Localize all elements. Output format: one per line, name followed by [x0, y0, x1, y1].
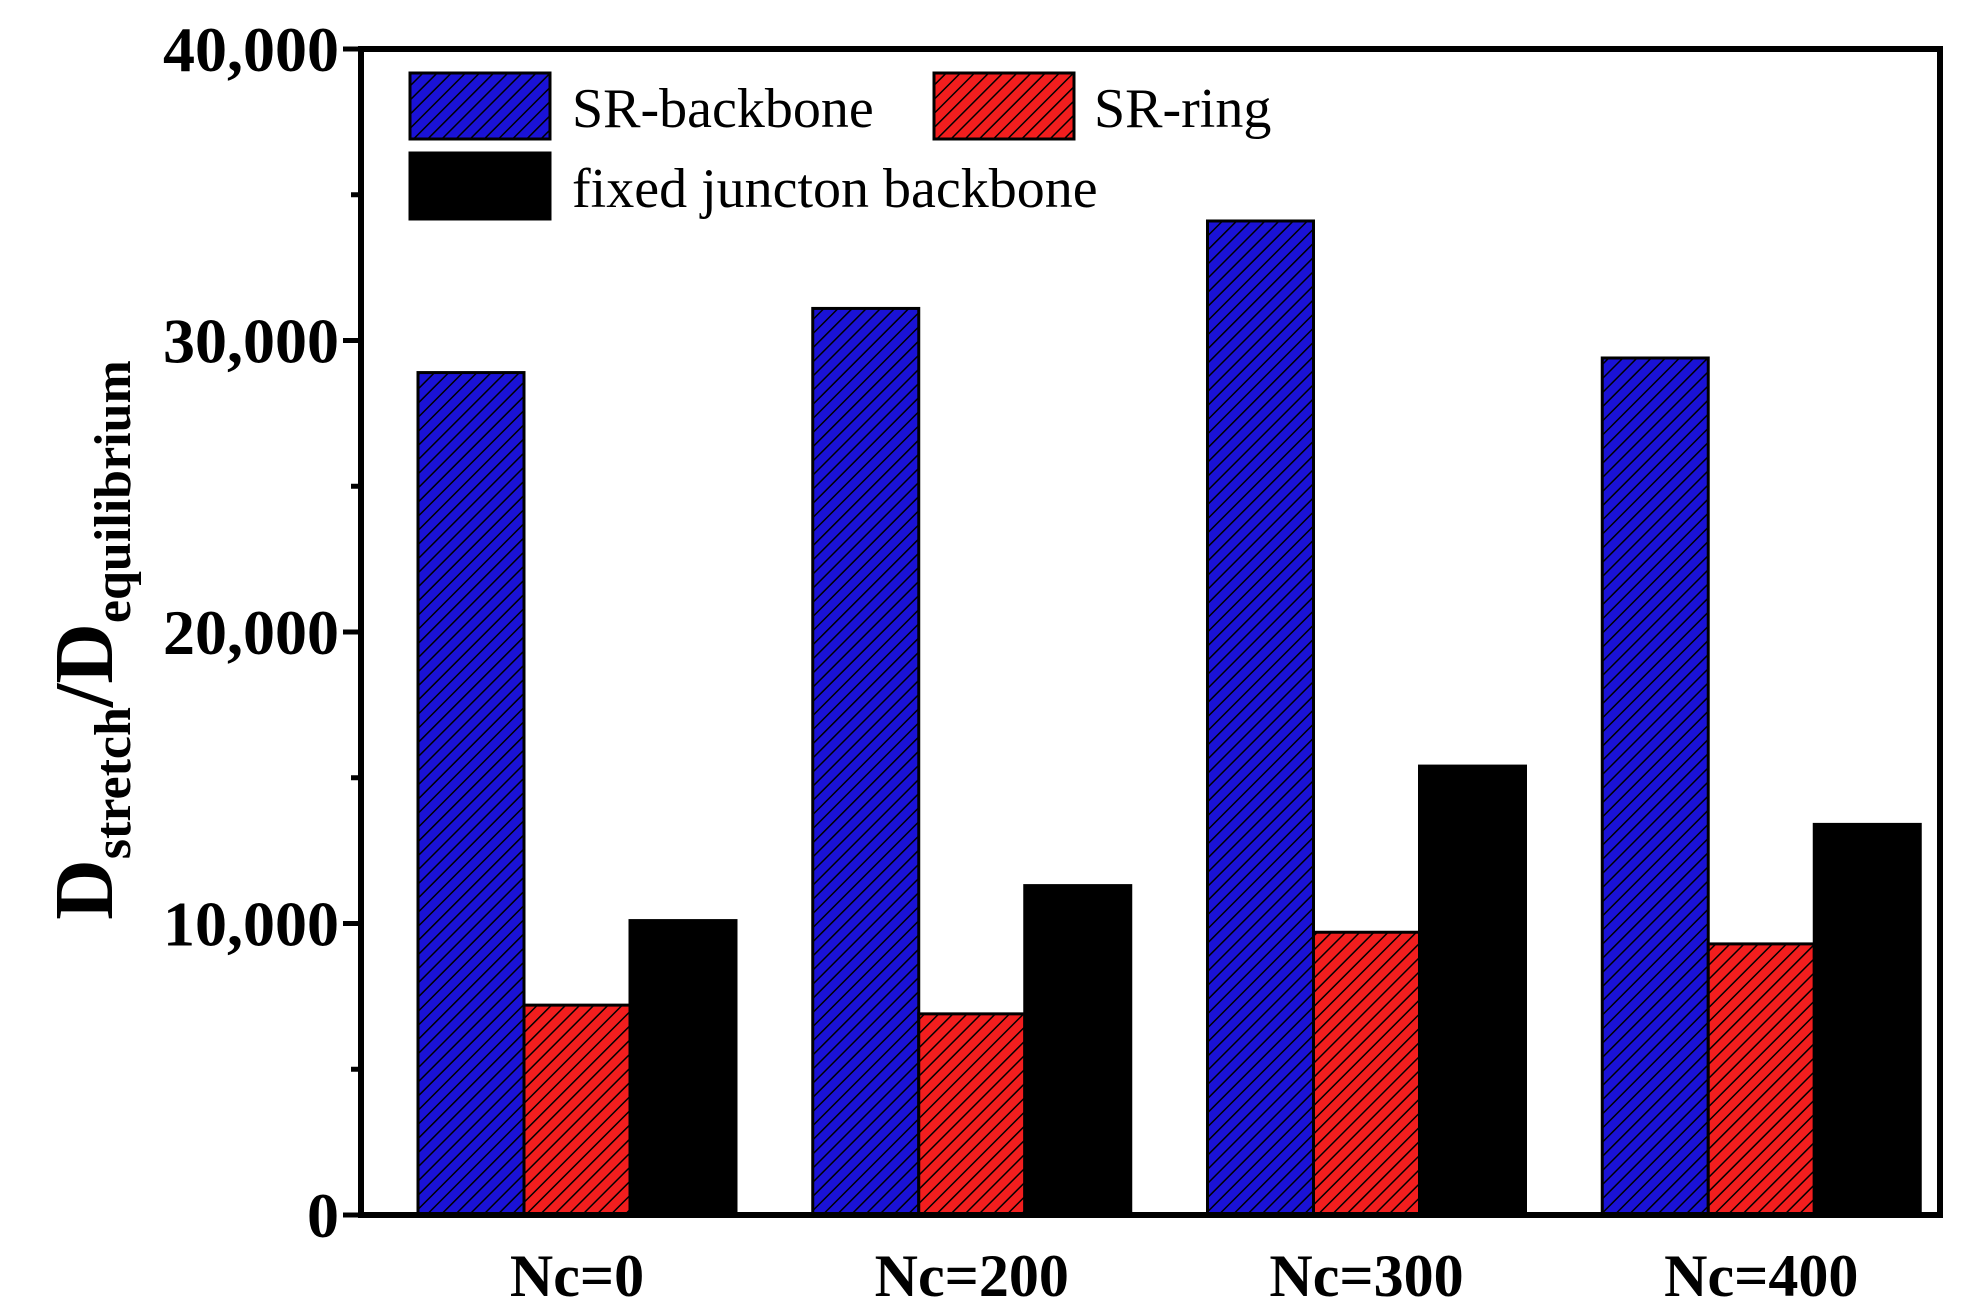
- legend-swatch-sr-backbone: [408, 71, 552, 141]
- x-tick-label: Nc=0: [510, 1243, 644, 1309]
- y-axis-label: Dstretch/Dequilibrium: [38, 360, 142, 920]
- y-axis-label-sub-equilibrium: equilibrium: [85, 360, 142, 623]
- x-tick-label: Nc=300: [1269, 1243, 1463, 1309]
- bar-sr-backbone-nc-300: [1206, 219, 1315, 1217]
- bar-fixed-juncton-backbone-nc-400: [1812, 822, 1922, 1217]
- legend-swatch-fixed-juncton-backbone: [408, 151, 552, 221]
- y-tick-label: 0: [307, 1180, 339, 1251]
- legend-label-fixed-juncton-backbone: fixed juncton backbone: [572, 158, 1098, 220]
- y-tick-label: 30,000: [163, 306, 339, 377]
- bar-fixed-juncton-backbone-nc-300: [1418, 764, 1527, 1217]
- y-tick-label: 40,000: [163, 14, 339, 85]
- y-tick-label: 10,000: [163, 889, 339, 960]
- y-axis-label-separator: /D: [38, 623, 131, 708]
- bar-sr-ring-nc-200: [917, 1012, 1027, 1217]
- bar-sr-ring-nc-0: [522, 1003, 632, 1217]
- bar-fixed-juncton-backbone-nc-200: [1023, 884, 1133, 1217]
- x-tick-label: Nc=200: [875, 1243, 1069, 1309]
- bar-sr-ring-nc-400: [1706, 942, 1816, 1217]
- bar-sr-backbone-nc-0: [416, 371, 526, 1217]
- legend: SR-backbone SR-ring fixed juncton backbo…: [408, 71, 1271, 221]
- x-axis-labels: Nc=0 Nc=200 Nc=300 Nc=400: [510, 1243, 1858, 1309]
- bar-sr-backbone-nc-400: [1600, 356, 1710, 1217]
- legend-label-sr-backbone: SR-backbone: [572, 78, 874, 140]
- y-tick-label: 20,000: [163, 597, 339, 668]
- legend-swatch-sr-ring: [932, 71, 1076, 141]
- bar-sr-backbone-nc-200: [811, 306, 921, 1217]
- bar-sr-ring-nc-300: [1312, 930, 1421, 1217]
- x-tick-label: Nc=400: [1664, 1243, 1858, 1309]
- bar-fixed-juncton-backbone-nc-0: [628, 919, 738, 1217]
- bars-group: [416, 219, 1922, 1217]
- y-axis: 0 10,000 20,000 30,000 40,000: [163, 14, 361, 1251]
- y-axis-label-sub-stretch: stretch: [85, 707, 142, 859]
- y-axis-label-main: D: [38, 859, 131, 920]
- legend-label-sr-ring: SR-ring: [1094, 78, 1271, 140]
